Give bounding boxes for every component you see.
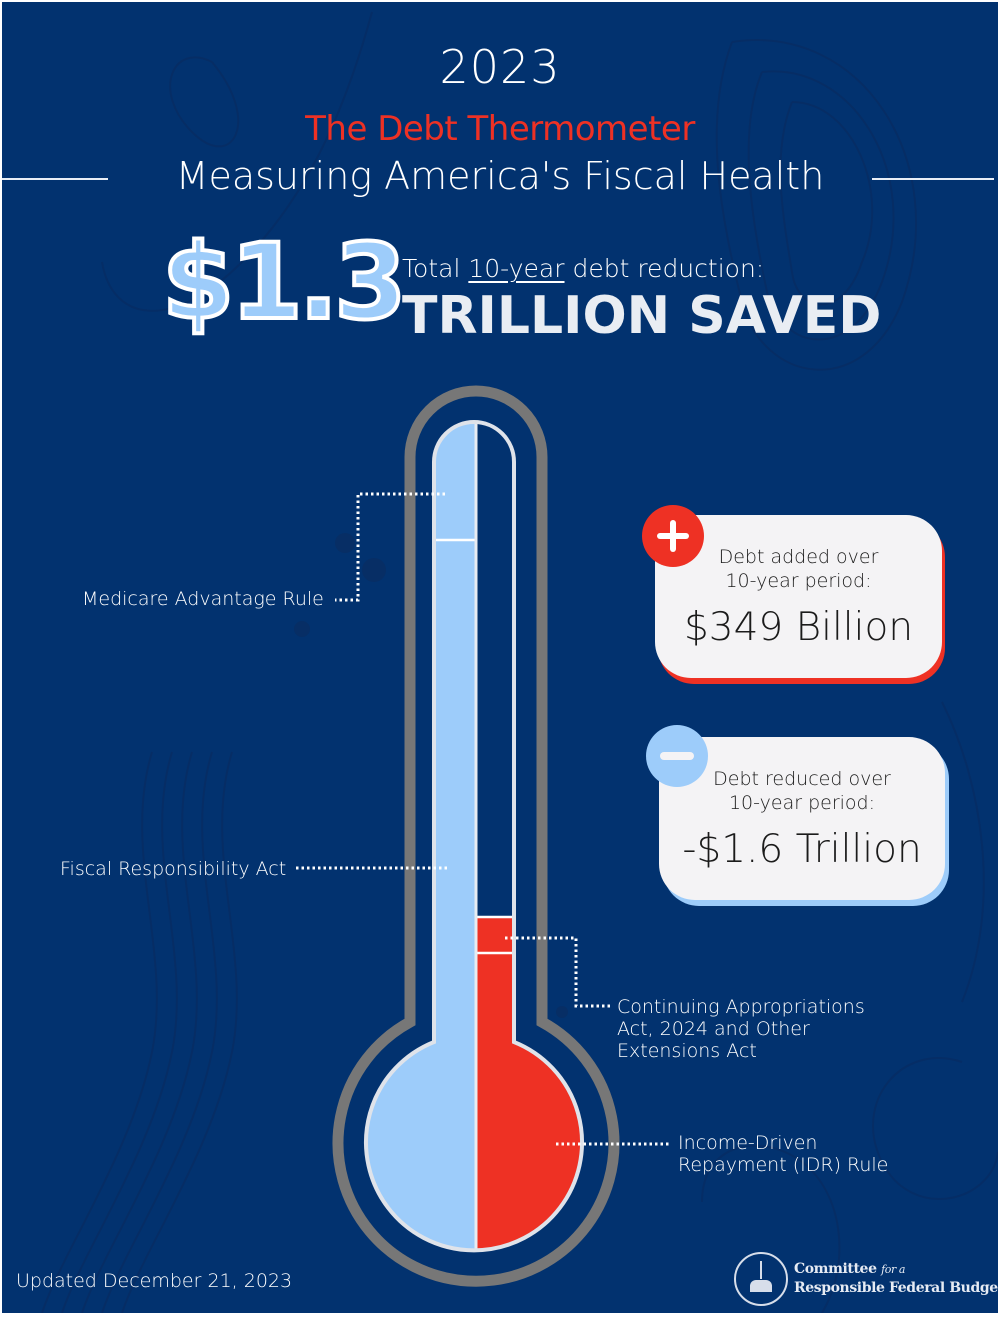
thermometer-outer-outline: [332, 385, 620, 1287]
plus-icon: [642, 505, 704, 567]
updated-date: Updated December 21, 2023: [16, 1270, 293, 1292]
label-line: Income-Driven: [678, 1132, 818, 1154]
total-suffix: debt reduction:: [564, 254, 765, 283]
debt-reduced-description: Debt reduced over 10-year period:: [659, 767, 945, 815]
desc-line: Debt reduced over: [713, 768, 891, 790]
debt-added-description: Debt added over 10-year period:: [655, 545, 942, 593]
desc-line: Debt added over: [718, 546, 879, 568]
net-savings-number: $1.3: [160, 221, 409, 343]
total-underlined-period: 10-year: [468, 254, 565, 283]
desc-line: 10-year period:: [725, 570, 872, 592]
year-heading: 2023: [439, 40, 561, 94]
label-idr-rule: Income-Driven Repayment (IDR) Rule: [678, 1132, 888, 1176]
total-reduction-label: Total 10-year debt reduction:: [402, 254, 764, 283]
trillion-saved-label: TRILLION SAVED: [402, 286, 882, 346]
header-rule-left: [2, 178, 108, 180]
label-continuing-appropriations: Continuing Appropriations Act, 2024 and …: [617, 996, 865, 1062]
label-line: Extensions Act: [617, 1040, 757, 1062]
leader-medicare: [335, 492, 445, 602]
tagline: Measuring America's Fiscal Health: [175, 154, 825, 198]
logo-line2: Responsible Federal Budget: [794, 1280, 998, 1296]
thermometer-glass-rim: [364, 420, 584, 1253]
logo-line1: Committee: [794, 1261, 877, 1277]
debt-added-amount: $349 Billion: [683, 605, 914, 650]
capitol-dome-icon: [734, 1252, 788, 1306]
label-line: Continuing Appropriations: [617, 996, 865, 1018]
header-rule-right: [872, 178, 994, 180]
leader-continuing: [505, 936, 612, 1008]
title-debt-thermometer: The Debt Thermometer: [305, 109, 695, 149]
crfb-logo: Committee for a Responsible Federal Budg…: [732, 1252, 998, 1308]
debt-reduced-amount: -$1.6 Trillion: [682, 827, 922, 872]
logo-text: Committee for a Responsible Federal Budg…: [794, 1260, 998, 1297]
debt-added-card: Debt added over 10-year period: $349 Bil…: [655, 515, 942, 678]
logo-for-a: for a: [881, 1263, 906, 1276]
label-line: Act, 2024 and Other: [617, 1018, 810, 1040]
label-line: Repayment (IDR) Rule: [678, 1154, 889, 1176]
label-medicare-advantage-rule: Medicare Advantage Rule: [82, 588, 324, 610]
minus-icon: [646, 725, 708, 787]
desc-line: 10-year period:: [728, 792, 876, 814]
label-fiscal-responsibility-act: Fiscal Responsibility Act: [60, 858, 287, 880]
total-prefix: Total: [402, 254, 469, 283]
